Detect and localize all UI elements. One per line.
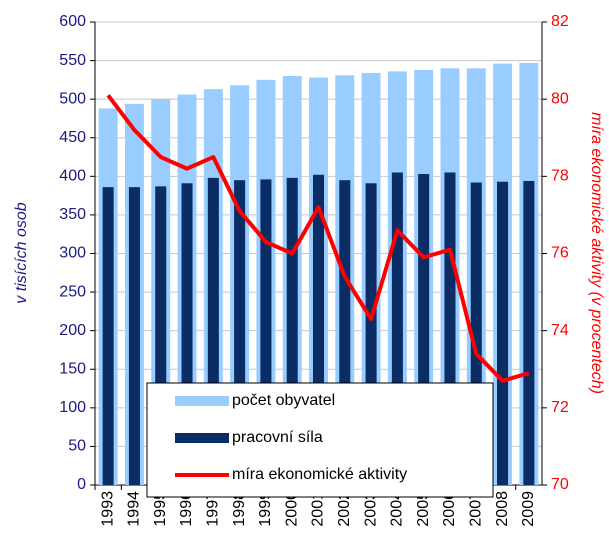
y2-tick-label: 80 <box>551 90 569 107</box>
y2-tick-label: 82 <box>551 13 569 30</box>
y-tick-label: 50 <box>68 438 86 455</box>
x-tick-label: 1993 <box>99 491 116 527</box>
y2-tick-label: 70 <box>551 476 569 493</box>
bar <box>339 180 351 486</box>
y-tick-label: 500 <box>59 90 86 107</box>
legend-swatch <box>175 396 229 406</box>
bar <box>523 180 535 486</box>
y-tick-label: 0 <box>77 476 86 493</box>
x-tick-label: 2007 <box>467 491 484 527</box>
bar <box>312 174 325 486</box>
x-tick-label: 2000 <box>283 491 300 527</box>
legend-label: míra ekonomické aktivity <box>232 466 407 483</box>
y-tick-label: 550 <box>59 52 86 69</box>
bar <box>391 172 403 485</box>
y-tick-label: 150 <box>59 360 86 377</box>
x-tick-label: 1995 <box>152 491 169 527</box>
x-tick-label: 2001 <box>310 491 327 527</box>
y-tick-label: 300 <box>59 245 86 262</box>
legend-label: počet obyvatel <box>232 392 335 409</box>
bar <box>365 183 377 486</box>
line <box>106 94 530 383</box>
bar <box>128 187 140 486</box>
bar <box>234 180 246 486</box>
legend-swatch <box>175 433 229 443</box>
bar <box>102 187 114 486</box>
x-tick-label: 1994 <box>126 491 143 527</box>
bar <box>497 181 509 486</box>
x-tick-label: 1996 <box>178 491 195 527</box>
y-tick-label: 350 <box>59 206 86 223</box>
x-tick-label: 1998 <box>231 491 248 527</box>
x-tick-label: 1997 <box>205 491 222 527</box>
x-tick-label: 2009 <box>520 491 537 527</box>
y-tick-label: 250 <box>59 283 86 300</box>
y-tick-label: 100 <box>59 399 86 416</box>
x-tick-label: 2002 <box>336 491 353 527</box>
y-tick-label: 400 <box>59 168 86 185</box>
bar <box>181 183 193 486</box>
bar <box>155 186 167 486</box>
bar <box>444 172 456 485</box>
bar <box>207 177 219 486</box>
y2-tick-label: 74 <box>551 322 569 339</box>
x-tick-label: 2006 <box>441 491 458 527</box>
y-tick-label: 450 <box>59 129 86 146</box>
bar <box>470 182 482 486</box>
bar <box>260 179 272 486</box>
x-tick-label: 2005 <box>415 491 432 527</box>
y-tick-label: 200 <box>59 322 86 339</box>
x-tick-label: 2003 <box>362 491 379 527</box>
bar <box>286 177 298 486</box>
y2-tick-label: 72 <box>551 399 569 416</box>
x-tick-label: 2008 <box>494 491 511 527</box>
y2-tick-label: 76 <box>551 245 569 262</box>
y2-tick-label: 78 <box>551 168 569 185</box>
bar <box>418 174 430 486</box>
y-axis-title: v tisících osob <box>13 202 30 303</box>
x-tick-label: 1999 <box>257 491 274 527</box>
x-tick-label: 2004 <box>389 491 406 527</box>
y2-axis-title: míra ekonomické aktivity (v procentech) <box>588 112 605 394</box>
legend-label: pracovní síla <box>232 429 323 446</box>
y-tick-label: 600 <box>59 13 86 30</box>
